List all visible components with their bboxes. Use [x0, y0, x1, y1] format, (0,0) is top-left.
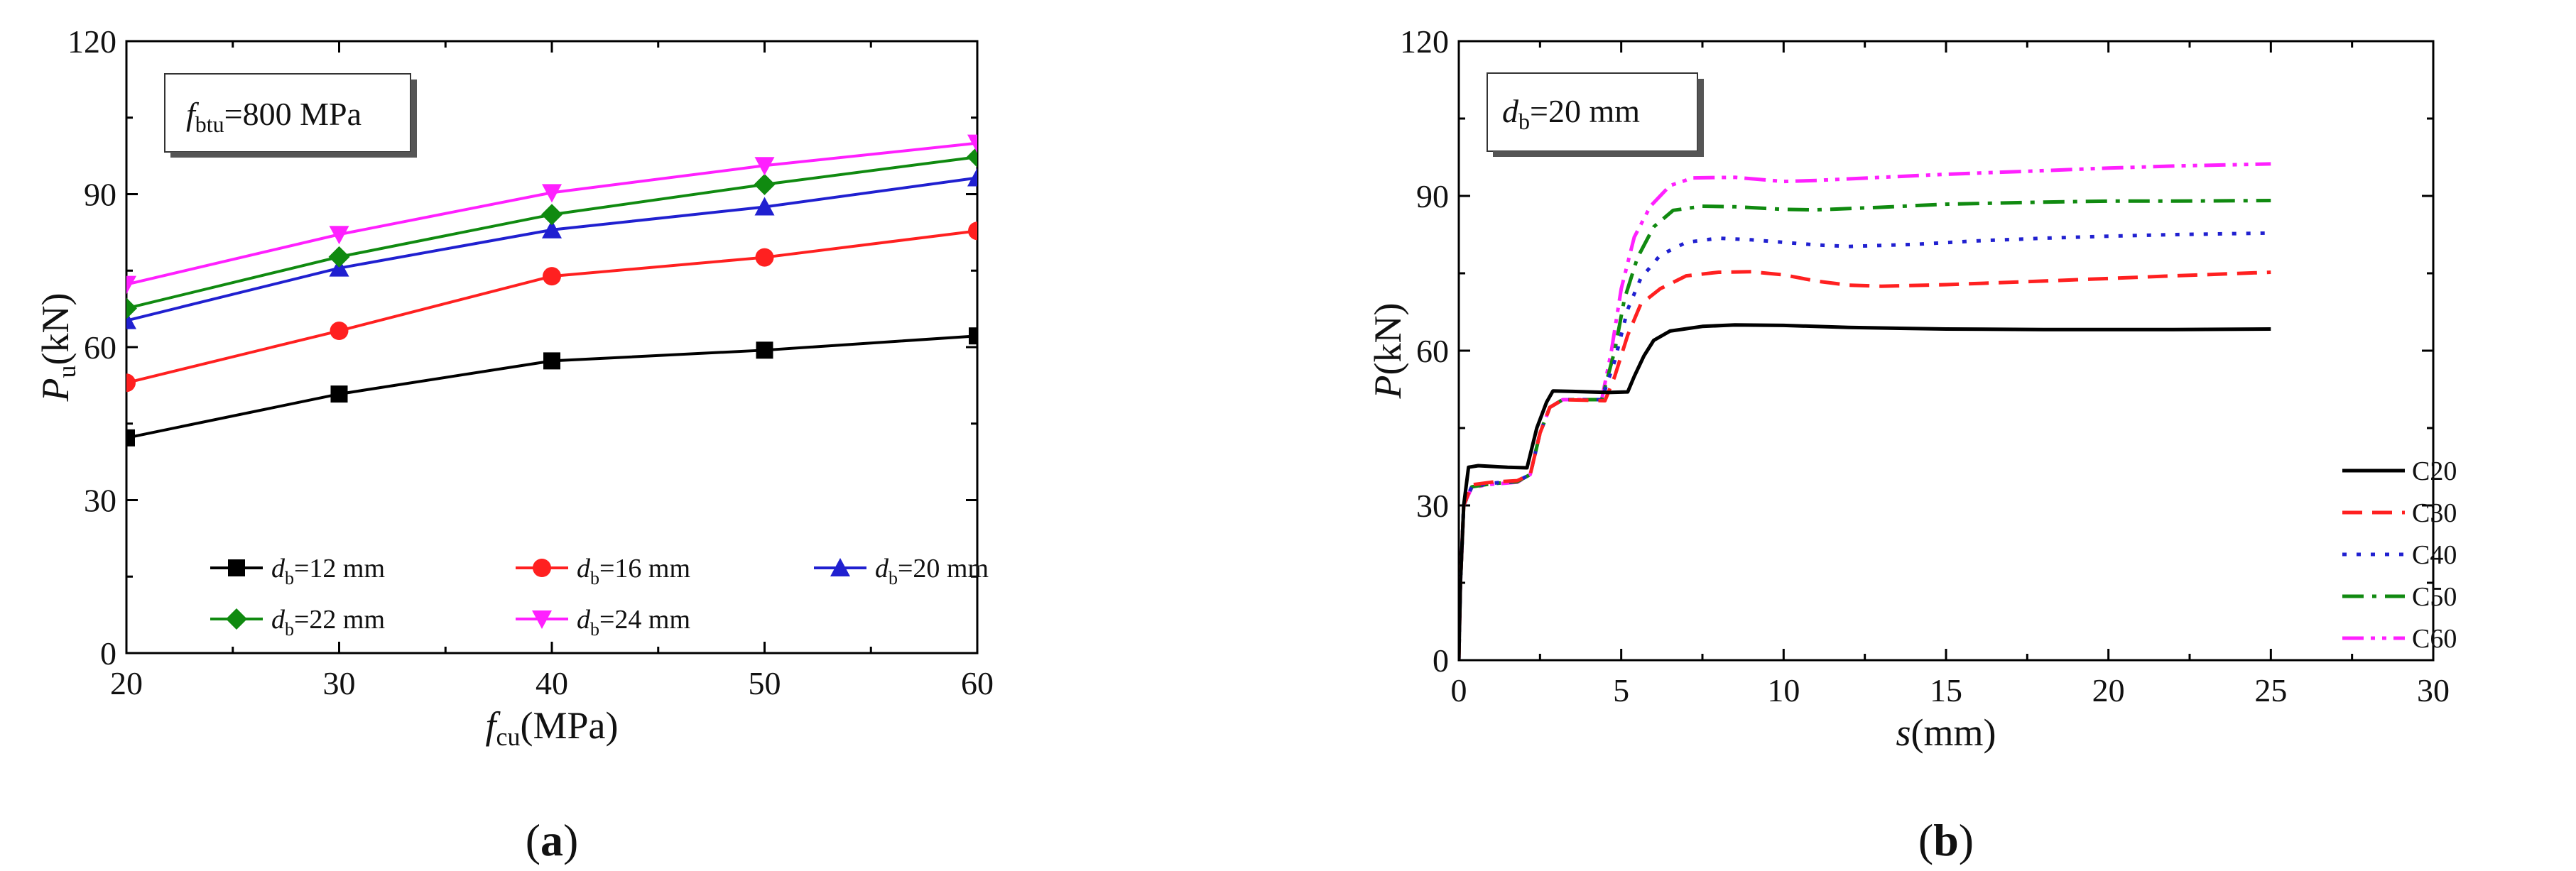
y-axis-title: P(kN) — [1366, 303, 1409, 400]
series-line-2 — [1459, 231, 2271, 660]
x-tick-label: 30 — [2417, 672, 2450, 708]
x-tick-label: 50 — [749, 665, 781, 701]
legend-marker — [226, 608, 247, 630]
legend-marker — [532, 610, 552, 629]
legend-item: db=24 mm — [516, 605, 690, 640]
annotation-shadow — [1697, 79, 1704, 157]
data-point — [542, 219, 562, 239]
series-1 — [126, 221, 977, 393]
data-point — [126, 373, 136, 393]
y-tick-label: 60 — [1416, 333, 1449, 369]
legend-item: db=22 mm — [210, 605, 385, 640]
legend-item: db=20 mm — [814, 554, 989, 588]
data-point — [126, 275, 136, 295]
annotation-shadow — [170, 152, 417, 158]
x-tick-label: 5 — [1613, 672, 1629, 708]
legend-item: db=12 mm — [210, 554, 385, 588]
data-point — [126, 429, 135, 447]
y-tick-label: 0 — [100, 635, 116, 672]
legend-item: C40 — [2342, 540, 2457, 570]
legend-item: C50 — [2342, 582, 2457, 612]
data-point — [754, 197, 775, 216]
annotation-box: db=20 mm — [1487, 72, 1704, 157]
data-point — [126, 297, 137, 319]
legend-marker — [830, 558, 850, 576]
panel-label: (a) — [526, 815, 579, 865]
x-tick-label: 20 — [110, 665, 143, 701]
y-tick-label: 30 — [1416, 488, 1449, 524]
data-point — [755, 248, 774, 267]
x-tick-label: 25 — [2254, 672, 2287, 708]
data-point — [754, 173, 776, 195]
series-3 — [126, 146, 977, 319]
data-point — [328, 246, 350, 268]
x-tick-label: 10 — [1767, 672, 1800, 708]
legend-item: C60 — [2342, 624, 2457, 654]
y-tick-label: 120 — [1400, 23, 1449, 60]
series-line-1 — [1459, 270, 2271, 660]
data-point — [543, 352, 560, 370]
legend-item: db=16 mm — [516, 554, 690, 588]
legend-label: db=22 mm — [271, 605, 385, 640]
data-point — [967, 134, 977, 153]
annotation-text: fbtu=800 MPa — [186, 96, 362, 137]
legend-item: C30 — [2342, 498, 2457, 528]
series-4 — [126, 134, 977, 295]
data-point — [330, 385, 348, 403]
legend-marker — [533, 559, 551, 577]
annotation-box: fbtu=800 MPa — [164, 73, 417, 158]
x-tick-label: 0 — [1451, 672, 1467, 708]
chart-a: 20 30 40 50 60 0 30 60 90 120 fcu(MPa) Pu(kN) (a) fbt… — [34, 23, 994, 865]
y-tick-label: 0 — [1433, 642, 1449, 679]
x-tick-label: 40 — [536, 665, 568, 701]
legend: C20 C30 C40 C50 C60 — [2342, 456, 2457, 654]
legend-marker — [228, 559, 245, 576]
data-point — [967, 168, 977, 187]
y-tick-label: 120 — [67, 23, 116, 60]
data-point — [968, 221, 977, 241]
legend-label: db=12 mm — [271, 554, 385, 588]
data-point — [543, 267, 561, 286]
annotation-text: db=20 mm — [1502, 93, 1640, 134]
series-0 — [126, 327, 977, 447]
legend-label: db=20 mm — [875, 554, 989, 588]
legend: db=12 mm db=16 mm db=20 mm db=22 mm db=24 mm — [210, 554, 989, 640]
legend-label: C50 — [2412, 582, 2457, 612]
series-line-4 — [1459, 162, 2271, 660]
data-point — [754, 157, 775, 176]
x-tick-label: 30 — [323, 665, 356, 701]
annotation-shadow — [1493, 151, 1704, 157]
annotation-frame — [164, 73, 411, 153]
data-point — [330, 322, 349, 341]
series-line-0 — [1459, 323, 2271, 660]
series-line-3 — [1459, 199, 2271, 660]
legend-label: db=24 mm — [577, 605, 690, 640]
chart-b: 0 5 10 15 20 25 30 0 30 60 90 120 s(mm) P(kN) (b) db=20… — [1366, 23, 2457, 865]
data-point — [967, 146, 977, 168]
x-axis-title: fcu(MPa) — [486, 704, 619, 751]
y-tick-label: 30 — [84, 483, 116, 519]
legend-item: C20 — [2342, 456, 2457, 486]
data-point — [541, 204, 563, 226]
data-point — [969, 327, 977, 345]
x-tick-label: 15 — [1930, 672, 1962, 708]
legend-label: C20 — [2412, 456, 2457, 486]
y-axis-title: Pu(kN) — [34, 293, 81, 402]
x-tick-label: 20 — [2092, 672, 2125, 708]
annotation-shadow — [411, 80, 417, 158]
panel-label: (b) — [1918, 815, 1974, 865]
x-axis-title: s(mm) — [1896, 711, 1996, 754]
legend-label: C30 — [2412, 498, 2457, 528]
y-tick-label: 60 — [84, 329, 116, 366]
data-point — [756, 341, 773, 359]
legend-label: db=16 mm — [577, 554, 690, 588]
x-tick-label: 60 — [961, 665, 994, 701]
y-tick-label: 90 — [84, 177, 116, 213]
y-tick-label: 90 — [1416, 178, 1449, 214]
legend-label: C60 — [2412, 624, 2457, 654]
legend-label: C40 — [2412, 540, 2457, 570]
data-point — [329, 226, 349, 245]
data-point — [542, 184, 562, 203]
